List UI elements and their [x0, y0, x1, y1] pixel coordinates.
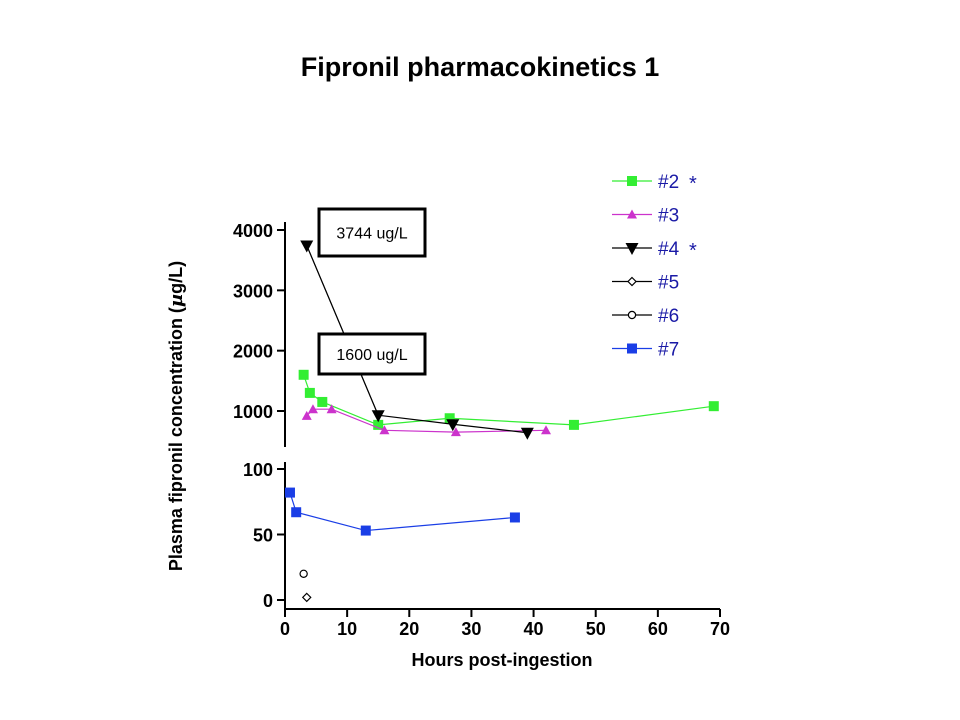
legend-marker	[627, 209, 637, 219]
series-p7	[284, 487, 520, 536]
data-point	[520, 427, 534, 440]
legend-marker	[625, 243, 639, 255]
data-point	[541, 425, 551, 435]
upper-y-tick-label: 1000	[233, 402, 273, 422]
data-point	[371, 410, 385, 423]
legend-label: #4	[658, 239, 680, 260]
data-point	[360, 525, 371, 536]
slide-title: Fipronil pharmacokinetics 1	[300, 52, 660, 82]
x-tick-label: 20	[399, 619, 419, 639]
legend-asterisk: *	[689, 173, 697, 195]
lower-y-tick-label: 0	[263, 591, 273, 611]
legend-marker	[627, 343, 637, 354]
legend-label: #2	[658, 172, 679, 193]
data-point	[304, 387, 315, 398]
data-point	[326, 404, 337, 414]
legend-label: #7	[658, 340, 679, 361]
x-axis-title: Hours post-ingestion	[412, 650, 593, 670]
legend-item-p3: #3	[612, 206, 679, 227]
y-axis-title-end: g/L)	[166, 261, 186, 294]
data-point	[708, 401, 719, 412]
callout-box	[317, 332, 427, 376]
data-point	[291, 507, 302, 518]
callout-1: 3744 ug/L	[306, 207, 427, 416]
legend-marker	[627, 276, 637, 287]
series-p3	[301, 404, 551, 437]
data-point	[568, 419, 579, 430]
callouts: 3744 ug/L 1600 ug/L	[306, 207, 427, 416]
series-p6	[299, 569, 308, 579]
legend: #2 * #3 #4 * #5 #6 #7	[612, 172, 697, 361]
data-point	[301, 592, 312, 603]
legend-item-p2: #2 *	[612, 172, 697, 195]
legend-label: #5	[658, 273, 679, 294]
data-point	[450, 427, 461, 437]
x-tick-label: 50	[586, 619, 606, 639]
upper-y-tick-label: 4000	[233, 221, 273, 241]
legend-label: #3	[658, 206, 679, 227]
x-tick-label: 10	[337, 619, 357, 639]
legend-label: #6	[658, 306, 679, 327]
data-point	[299, 569, 308, 579]
series-p2	[298, 369, 719, 430]
legend-asterisk: *	[689, 240, 697, 262]
y-axis-title: Plasma fipronil concentration (µg/L)	[166, 261, 187, 571]
data-point	[307, 404, 318, 414]
series-line	[289, 492, 515, 532]
series-line	[303, 374, 714, 426]
upper-y-tick-label: 2000	[233, 342, 273, 362]
legend-item-p5: #5	[612, 273, 679, 294]
x-tick-label: 40	[524, 619, 544, 639]
lower-y-tick-label: 100	[243, 460, 273, 480]
data-point	[284, 487, 295, 498]
series-layer	[284, 240, 719, 603]
callout-2: 1600 ug/L	[317, 332, 427, 376]
data-point	[509, 512, 520, 523]
x-tick-label: 70	[710, 619, 730, 639]
callout-text: 1600 ug/L	[336, 347, 407, 364]
data-point	[379, 425, 390, 435]
legend-item-p7: #7	[612, 340, 679, 361]
data-point	[298, 369, 309, 380]
callout-pointer	[306, 245, 379, 416]
series-p5	[301, 592, 312, 603]
x-tick-label: 0	[280, 619, 290, 639]
legend-item-p6: #6	[612, 306, 679, 327]
data-point	[317, 396, 328, 407]
data-point	[446, 419, 460, 432]
lower-y-tick-label: 50	[253, 526, 273, 546]
y-axis-title-start: Plasma fipronil concentration (	[166, 307, 186, 571]
callout-text: 3744 ug/L	[336, 226, 407, 243]
legend-item-p4: #4 *	[612, 239, 697, 262]
upper-y-tick-label: 3000	[233, 281, 273, 301]
x-tick-label: 60	[648, 619, 668, 639]
y-axis-title-mu: µ	[166, 294, 187, 307]
x-tick-label: 30	[461, 619, 481, 639]
data-point	[301, 410, 312, 420]
legend-marker	[627, 310, 637, 320]
callout-box	[317, 207, 427, 258]
legend-marker	[627, 176, 637, 186]
